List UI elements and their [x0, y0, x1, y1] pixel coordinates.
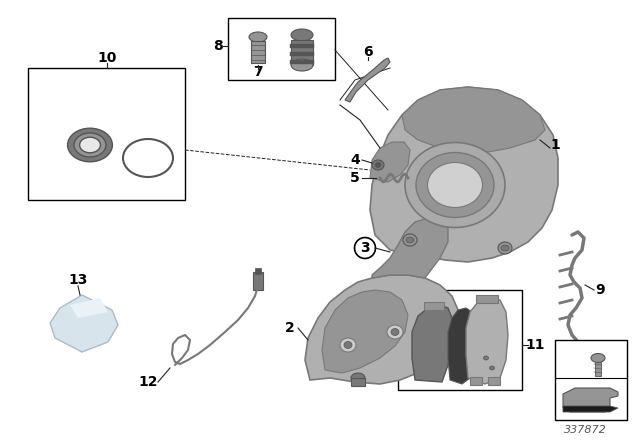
Polygon shape	[305, 275, 458, 384]
Ellipse shape	[79, 137, 100, 153]
Bar	[28, 68, 185, 200]
Ellipse shape	[74, 133, 106, 157]
Bar	[488, 377, 500, 385]
Bar	[290, 44, 314, 48]
Text: 4: 4	[350, 153, 360, 167]
Text: 10: 10	[97, 51, 116, 65]
Text: 1: 1	[550, 138, 560, 152]
Ellipse shape	[501, 245, 509, 251]
Text: 6: 6	[363, 45, 373, 59]
Text: 9: 9	[595, 283, 605, 297]
Bar	[476, 295, 498, 303]
Ellipse shape	[403, 234, 417, 246]
Ellipse shape	[498, 242, 512, 254]
Polygon shape	[402, 87, 545, 152]
Ellipse shape	[387, 325, 403, 339]
Ellipse shape	[591, 353, 605, 362]
Polygon shape	[370, 142, 410, 182]
Bar	[398, 290, 522, 390]
Ellipse shape	[291, 29, 313, 41]
Text: 7: 7	[253, 65, 263, 79]
Polygon shape	[370, 87, 558, 262]
Ellipse shape	[406, 237, 414, 243]
Polygon shape	[322, 290, 408, 373]
Ellipse shape	[249, 32, 267, 42]
Ellipse shape	[483, 356, 488, 360]
Text: 8: 8	[213, 39, 223, 53]
Text: 3: 3	[562, 341, 572, 355]
Ellipse shape	[405, 142, 505, 228]
Ellipse shape	[428, 163, 483, 207]
Ellipse shape	[340, 338, 356, 352]
Bar	[290, 60, 314, 64]
Polygon shape	[372, 218, 448, 278]
Ellipse shape	[291, 59, 313, 71]
Polygon shape	[563, 388, 618, 412]
Ellipse shape	[375, 163, 381, 168]
Polygon shape	[448, 308, 474, 384]
Ellipse shape	[391, 328, 399, 336]
Bar	[255, 268, 261, 274]
Text: 337872: 337872	[564, 425, 606, 435]
Bar	[253, 272, 263, 290]
Bar	[555, 340, 627, 420]
Bar	[595, 362, 601, 376]
Ellipse shape	[351, 373, 365, 383]
Text: 3: 3	[360, 241, 370, 255]
Bar	[290, 52, 314, 56]
Text: 2: 2	[285, 321, 295, 335]
Text: 5: 5	[350, 171, 360, 185]
Text: 11: 11	[525, 338, 545, 352]
Polygon shape	[50, 295, 118, 352]
Polygon shape	[466, 298, 508, 384]
Ellipse shape	[490, 366, 495, 370]
Text: 12: 12	[138, 375, 157, 389]
Bar	[351, 378, 365, 386]
Bar	[291, 40, 313, 65]
Bar	[251, 41, 265, 63]
Bar	[470, 377, 482, 385]
Bar	[228, 18, 335, 80]
Ellipse shape	[416, 152, 494, 217]
Ellipse shape	[344, 341, 352, 349]
Ellipse shape	[372, 160, 384, 170]
Text: 13: 13	[68, 273, 88, 287]
Bar	[424, 302, 444, 310]
Polygon shape	[412, 305, 452, 382]
Polygon shape	[563, 406, 618, 412]
Ellipse shape	[68, 128, 113, 162]
Polygon shape	[345, 58, 390, 102]
Polygon shape	[70, 298, 108, 318]
